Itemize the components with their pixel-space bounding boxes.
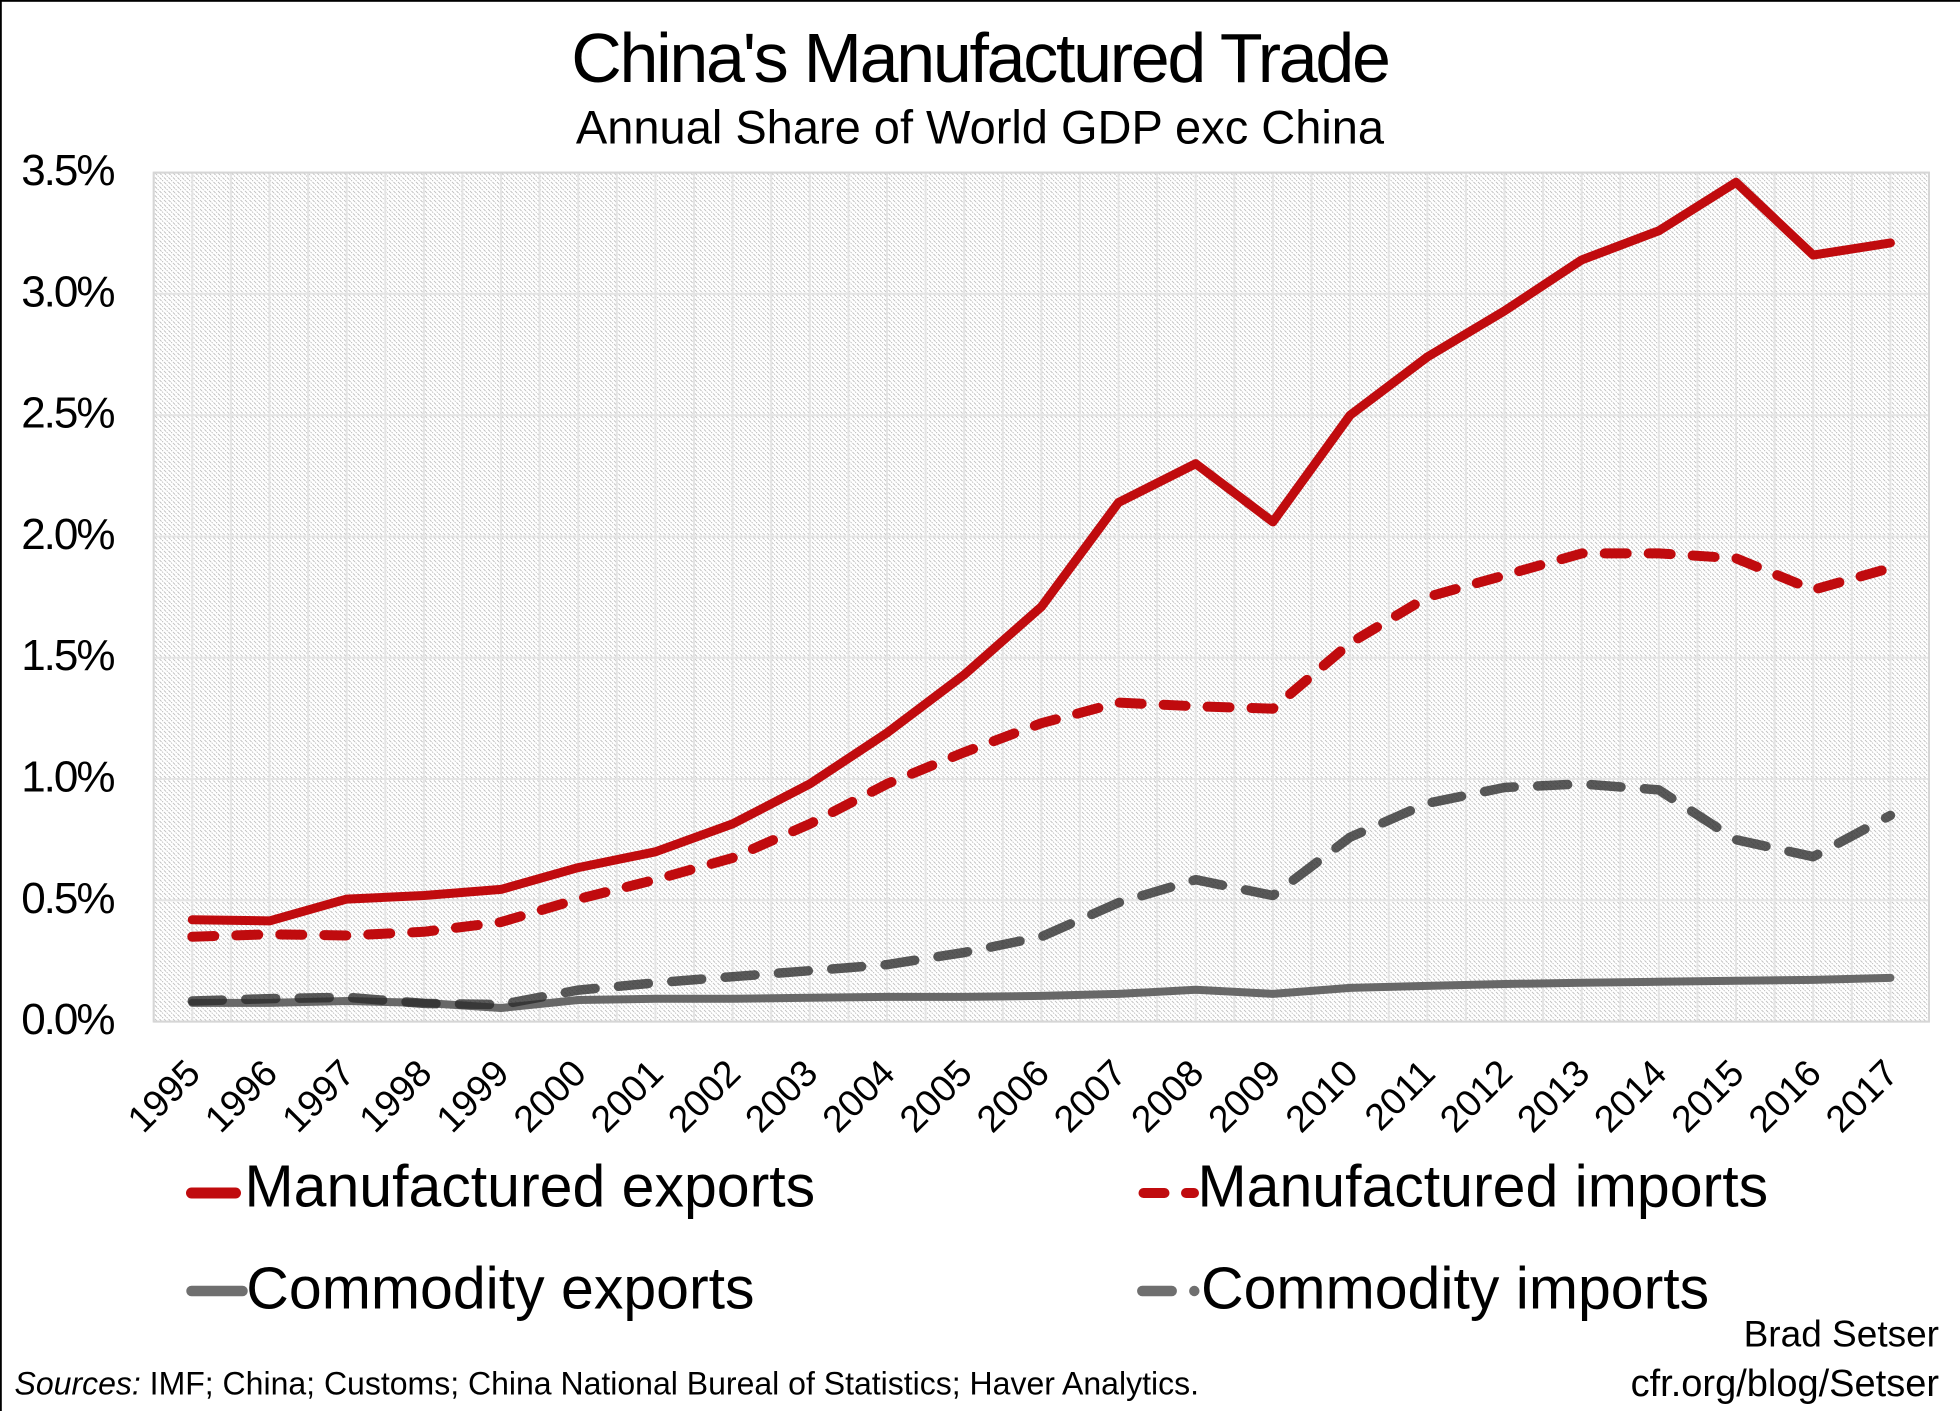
svg-text:2.5%: 2.5%: [21, 389, 114, 438]
svg-text:3.0%: 3.0%: [21, 267, 114, 316]
svg-text:1.0%: 1.0%: [21, 753, 114, 802]
svg-text:Commodity imports: Commodity imports: [1201, 1256, 1709, 1322]
svg-text:China's Manufactured Trade: China's Manufactured Trade: [571, 19, 1388, 97]
svg-text:0.5%: 0.5%: [21, 874, 114, 923]
svg-text:Brad Setser: Brad Setser: [1744, 1314, 1939, 1355]
svg-text:3.5%: 3.5%: [21, 146, 114, 195]
svg-text:Sources: IMF; China; Customs;: Sources: IMF; China; Customs; China Nati…: [15, 1365, 1199, 1401]
svg-text:Manufactured exports: Manufactured exports: [245, 1154, 816, 1220]
svg-text:2.0%: 2.0%: [21, 510, 114, 559]
svg-text:Commodity exports: Commodity exports: [246, 1256, 754, 1322]
svg-text:Manufactured imports: Manufactured imports: [1198, 1154, 1769, 1220]
svg-text:0.0%: 0.0%: [21, 995, 114, 1044]
svg-text:Annual Share of World GDP exc: Annual Share of World GDP exc China: [576, 101, 1385, 154]
svg-text:cfr.org/blog/Setser: cfr.org/blog/Setser: [1631, 1363, 1940, 1405]
svg-text:1.5%: 1.5%: [21, 631, 114, 680]
